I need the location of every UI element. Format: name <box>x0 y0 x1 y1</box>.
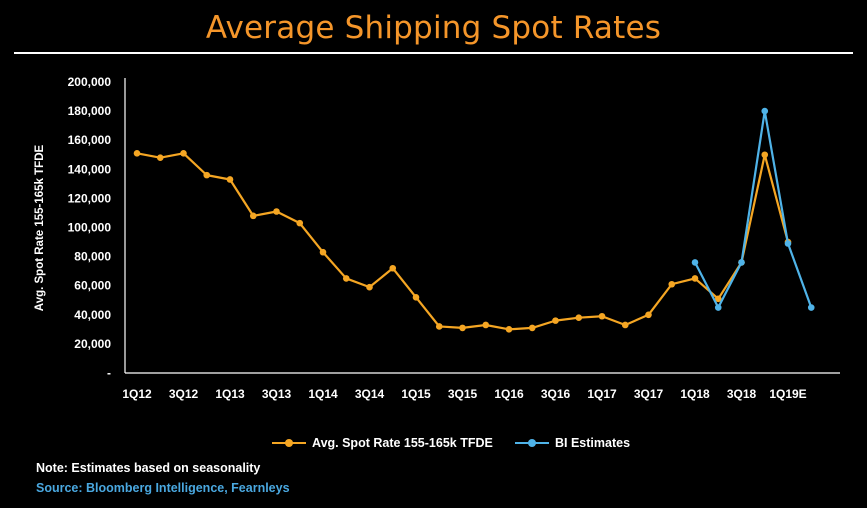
data-point-spot-rate <box>482 321 490 329</box>
data-point-spot-rate <box>552 317 559 324</box>
data-point-spot-rate <box>668 280 676 288</box>
data-point-bi-estimates <box>784 240 792 247</box>
x-tick-label: 1Q12 <box>122 387 152 401</box>
data-point-spot-rate <box>621 321 629 329</box>
data-point-spot-rate <box>319 248 327 256</box>
data-point-spot-rate <box>714 295 722 303</box>
y-axis-label: Avg. Spot Rate 155-165k TFDE <box>34 144 46 312</box>
data-point-spot-rate <box>645 311 652 319</box>
chart-axes: - 20,000 40,000 60,000 80,000 100,000 120,000 1… <box>68 75 840 401</box>
x-tick-label: 1Q15 <box>401 387 431 401</box>
legend-label-bi-estimates: BI Estimates <box>555 436 631 450</box>
data-point-spot-rate <box>575 314 583 322</box>
series-line-spot-rate <box>136 152 790 331</box>
data-point-spot-rate <box>249 212 257 220</box>
x-tick-label: 3Q16 <box>541 387 571 401</box>
data-point-spot-rate <box>273 208 280 215</box>
y-tick-label: 20,000 <box>74 337 111 351</box>
x-tick-label: 3Q18 <box>727 387 757 401</box>
data-point-bi-estimates <box>807 304 815 311</box>
y-tick-label: 80,000 <box>74 250 111 264</box>
y-tick-label: 100,000 <box>68 221 112 235</box>
data-point-spot-rate <box>598 312 606 320</box>
data-point-spot-rate <box>505 326 513 333</box>
data-point-spot-rate <box>691 275 699 282</box>
x-tick-label: 3Q17 <box>634 387 664 401</box>
x-tick-label: 1Q14 <box>308 387 338 401</box>
data-point-bi-estimates <box>761 107 769 115</box>
y-tick-label: 180,000 <box>68 104 112 118</box>
chart-series <box>133 107 815 333</box>
x-tick-label: 1Q18 <box>680 387 710 401</box>
data-point-spot-rate <box>296 219 304 227</box>
y-tick-label: 140,000 <box>68 162 112 176</box>
data-point-spot-rate <box>389 264 397 272</box>
data-point-spot-rate <box>226 176 234 183</box>
x-tick-label: 3Q12 <box>169 387 199 401</box>
y-tick-label: - <box>107 366 111 380</box>
series-line-bi-estimates <box>694 109 813 309</box>
x-tick-label: 3Q13 <box>262 387 292 401</box>
data-point-spot-rate <box>435 323 443 330</box>
data-point-spot-rate <box>366 283 373 291</box>
y-tick-label: 160,000 <box>68 133 112 147</box>
data-point-bi-estimates <box>691 259 699 266</box>
x-tick-label: 1Q16 <box>494 387 524 401</box>
legend-label-spot-rate: Avg. Spot Rate 155-165k TFDE <box>312 436 493 450</box>
legend-swatch-spot-rate <box>272 437 306 449</box>
data-point-spot-rate <box>156 154 164 161</box>
data-point-bi-estimates <box>738 259 745 266</box>
data-point-spot-rate <box>133 149 141 157</box>
legend-item-spot-rate: Avg. Spot Rate 155-165k TFDE <box>272 436 493 450</box>
x-tick-label: 3Q15 <box>448 387 478 401</box>
y-tick-label: 200,000 <box>68 75 112 89</box>
data-point-spot-rate <box>528 324 536 332</box>
data-point-spot-rate <box>203 171 211 179</box>
y-tick-label: 120,000 <box>68 191 112 205</box>
chart-title: Average Shipping Spot Rates <box>205 10 662 46</box>
data-point-spot-rate <box>761 151 769 159</box>
legend-swatch-bi-estimates <box>515 437 549 449</box>
x-tick-label: 3Q14 <box>355 387 385 401</box>
x-tick-label: 1Q17 <box>587 387 617 401</box>
y-tick-label: 60,000 <box>74 279 111 293</box>
y-tick-label: 40,000 <box>74 308 111 322</box>
footnote: Note: Estimates based on seasonality <box>36 461 261 475</box>
data-point-spot-rate <box>412 294 420 301</box>
data-point-bi-estimates <box>714 304 722 311</box>
data-point-spot-rate <box>180 149 187 157</box>
x-tick-label: 1Q19E <box>769 387 806 401</box>
source-credit: Source: Bloomberg Intelligence, Fearnley… <box>36 481 290 495</box>
title-divider <box>14 52 853 54</box>
legend-item-bi-estimates: BI Estimates <box>515 436 630 450</box>
x-tick-label: 1Q13 <box>215 387 245 401</box>
data-point-spot-rate <box>459 324 466 332</box>
data-point-spot-rate <box>342 275 350 282</box>
